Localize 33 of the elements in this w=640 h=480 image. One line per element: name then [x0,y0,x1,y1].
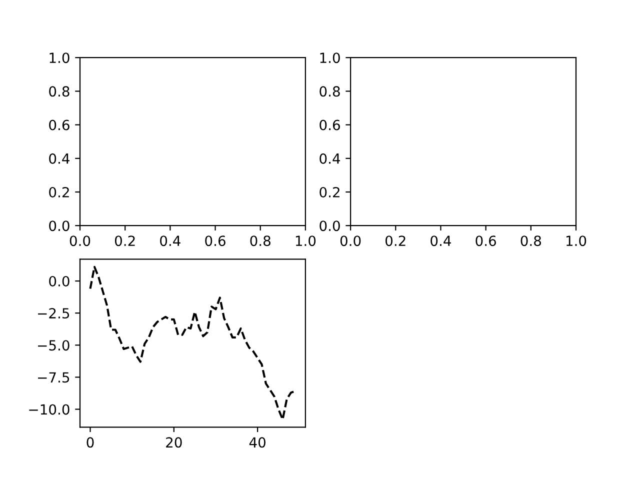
x-tick-label: 20 [166,437,182,448]
x-tick-label: 0.2 [114,236,135,246]
x-tick-label: 0.2 [386,236,406,246]
x-tick-label: 0.0 [340,236,361,246]
x-tick-label: 0.8 [520,236,542,246]
line-series [89,266,296,421]
x-tick-label: 0 [86,437,94,448]
y-tick-label: 0.6 [320,120,340,130]
y-tick-label: 0.0 [320,220,340,232]
y-tick-label: 0.4 [49,153,70,164]
x-tick-label: 40 [249,437,266,448]
y-tick-label: 0.6 [49,120,70,130]
y-tick-label: 0.4 [320,153,340,164]
y-tick-label: 1.0 [50,52,70,64]
y-tick-label: −10.0 [29,404,70,415]
y-tick-label: 0.0 [49,220,70,232]
x-tick-label: 0.4 [160,236,180,246]
y-tick-label: 0.0 [49,276,70,286]
x-tick-label: 1.0 [296,236,316,246]
x-tick-label: 0.0 [70,236,90,246]
y-tick-label: 1.0 [320,52,340,64]
y-tick-label: 0.8 [320,86,340,97]
y-tick-label: 0.2 [320,186,340,198]
y-tick-label: 0.2 [49,186,69,198]
x-tick-label: 0.4 [430,236,451,246]
y-tick-label: −5.0 [38,340,70,351]
y-tick-label: −7.5 [38,372,70,383]
x-tick-label: 0.6 [205,236,226,246]
y-tick-label: −2.5 [38,308,70,319]
y-tick-label: 0.8 [49,86,70,97]
x-tick-label: 1.0 [566,236,586,246]
x-tick-label: 0.6 [476,236,496,246]
x-tick-label: 0.8 [250,236,270,246]
